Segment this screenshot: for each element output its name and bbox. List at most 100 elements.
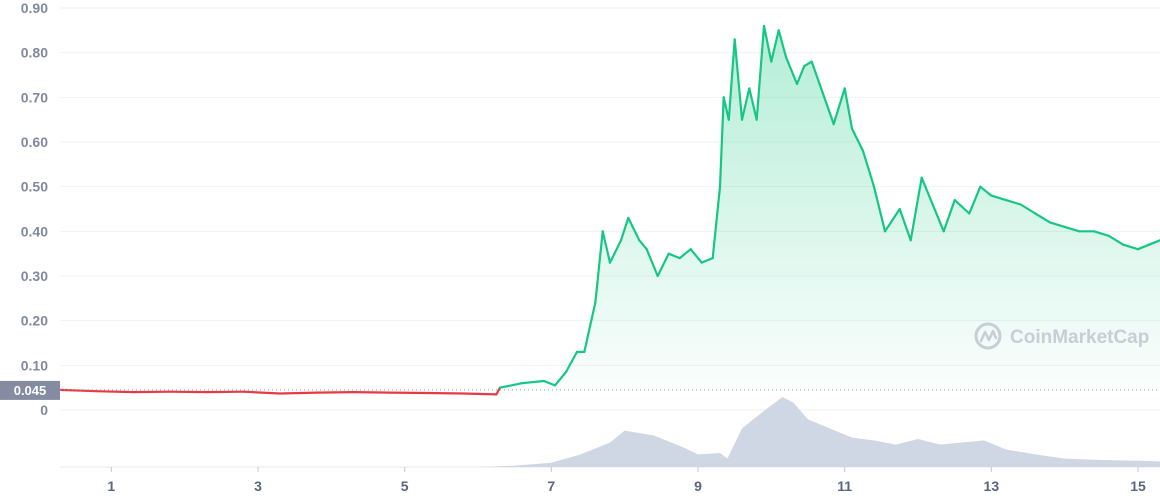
price-line-segment bbox=[722, 96, 730, 121]
x-tick-label: 5 bbox=[401, 478, 409, 494]
y-tick-label: 0.40 bbox=[21, 223, 48, 239]
price-line bbox=[58, 24, 1160, 396]
price-line-segment bbox=[931, 203, 945, 233]
volume-shape bbox=[60, 397, 1160, 467]
price-line-segment bbox=[498, 382, 524, 389]
price-line-segment bbox=[542, 379, 557, 387]
price-line-segment bbox=[667, 252, 681, 260]
y-tick-label: 0.30 bbox=[21, 268, 48, 284]
reference-line: 0.045 bbox=[0, 380, 1160, 400]
price-line-segment bbox=[564, 350, 579, 374]
price-line-segment bbox=[953, 199, 971, 215]
price-line-segment bbox=[770, 29, 780, 63]
x-axis-ticks: 1 3 5 7 9 11 13 15 bbox=[107, 467, 1146, 494]
price-line-segment bbox=[762, 24, 773, 63]
price-line-segment bbox=[242, 390, 282, 395]
price-line-segment bbox=[594, 230, 604, 304]
reference-value-label: 0.045 bbox=[14, 383, 47, 398]
price-line-segment bbox=[700, 257, 714, 264]
price-line-segment bbox=[520, 379, 546, 385]
x-tick-label: 9 bbox=[694, 478, 702, 494]
price-line-segment bbox=[777, 29, 788, 59]
y-tick-label: 0.70 bbox=[21, 89, 48, 105]
price-line-segment bbox=[740, 87, 751, 121]
price-line-segment bbox=[1147, 239, 1160, 246]
price-line-segment bbox=[627, 216, 641, 242]
price-line-segment bbox=[601, 230, 612, 264]
watermark-text: CoinMarketCap bbox=[1010, 327, 1149, 348]
price-line-segment bbox=[872, 185, 887, 233]
price-line-segment bbox=[883, 207, 901, 233]
y-tick-label: 0 bbox=[40, 402, 48, 418]
x-tick-label: 13 bbox=[984, 478, 1000, 494]
price-line-segment bbox=[352, 391, 392, 394]
price-line-segment bbox=[718, 96, 725, 188]
price-line-segment bbox=[583, 301, 597, 353]
coinmarketcap-logo-icon bbox=[974, 322, 1002, 350]
y-tick-label: 0.90 bbox=[21, 0, 48, 16]
price-line-segment bbox=[95, 390, 135, 394]
price-line-segment bbox=[645, 248, 659, 278]
price-line-segment bbox=[990, 194, 1008, 202]
reference-badge bbox=[0, 380, 60, 400]
price-line-segment bbox=[795, 64, 806, 86]
x-tick-label: 7 bbox=[547, 478, 555, 494]
price-line-segment bbox=[803, 60, 813, 68]
price-line-segment bbox=[850, 127, 865, 152]
x-tick-label: 3 bbox=[254, 478, 262, 494]
y-axis-ticks: 0.90 0.80 0.70 0.60 0.50 0.40 0.30 0.20 0.10 0 bbox=[21, 0, 48, 418]
price-line-segment bbox=[553, 370, 568, 387]
volume-area bbox=[60, 397, 1160, 467]
price-line-segment bbox=[843, 87, 854, 130]
price-line-segment bbox=[1092, 230, 1110, 237]
price-line-segment bbox=[678, 248, 692, 260]
y-tick-label: 0.10 bbox=[21, 357, 48, 373]
price-line-segment bbox=[784, 55, 799, 86]
price-line-segment bbox=[689, 248, 703, 264]
price-line-segment bbox=[861, 149, 876, 188]
price-area-fill bbox=[500, 25, 1160, 390]
price-line-segment bbox=[1136, 243, 1151, 251]
price-line-segment bbox=[832, 87, 846, 126]
price-line-segment bbox=[1019, 203, 1037, 215]
price-line-segment bbox=[810, 60, 824, 95]
price-line-segment bbox=[638, 239, 648, 251]
price-line-segment bbox=[711, 185, 722, 260]
price-line-segment bbox=[755, 24, 766, 121]
price-line-segment bbox=[315, 391, 355, 394]
price-area bbox=[500, 25, 1160, 390]
x-tick-label: 15 bbox=[1130, 478, 1146, 494]
price-line-segment bbox=[425, 391, 465, 395]
price-line-segment bbox=[462, 392, 498, 396]
price-line-segment bbox=[821, 91, 835, 126]
price-line-segment bbox=[1034, 212, 1052, 224]
price-line-segment bbox=[278, 391, 318, 395]
price-line-segment bbox=[1048, 221, 1066, 228]
price-line-segment bbox=[942, 199, 956, 233]
price-line-segment bbox=[1063, 225, 1081, 233]
y-tick-label: 0.60 bbox=[21, 134, 48, 150]
y-tick-label: 0.80 bbox=[21, 45, 48, 61]
price-line-segment bbox=[608, 239, 623, 264]
price-line-segment bbox=[733, 38, 744, 121]
x-tick-label: 11 bbox=[837, 478, 852, 494]
price-line-segment bbox=[898, 207, 912, 242]
price-line-segment bbox=[1004, 199, 1022, 206]
price-line-segment bbox=[1122, 243, 1140, 251]
price-line-segment bbox=[979, 185, 993, 197]
y-tick-label: 0.50 bbox=[21, 179, 48, 195]
price-line-segment bbox=[656, 252, 670, 278]
price-line-segment bbox=[619, 216, 630, 242]
price-line-segment bbox=[58, 388, 98, 393]
price-line-segment bbox=[968, 185, 982, 215]
price-line-segment bbox=[727, 38, 736, 121]
price-line-segment bbox=[748, 87, 758, 121]
x-tick-label: 1 bbox=[107, 478, 115, 494]
price-line-segment bbox=[920, 176, 934, 206]
price-line-segment bbox=[909, 176, 923, 242]
price-line-segment bbox=[1107, 234, 1125, 246]
coinmarketcap-watermark: CoinMarketCap bbox=[974, 322, 1149, 350]
price-line-segment bbox=[495, 386, 502, 396]
